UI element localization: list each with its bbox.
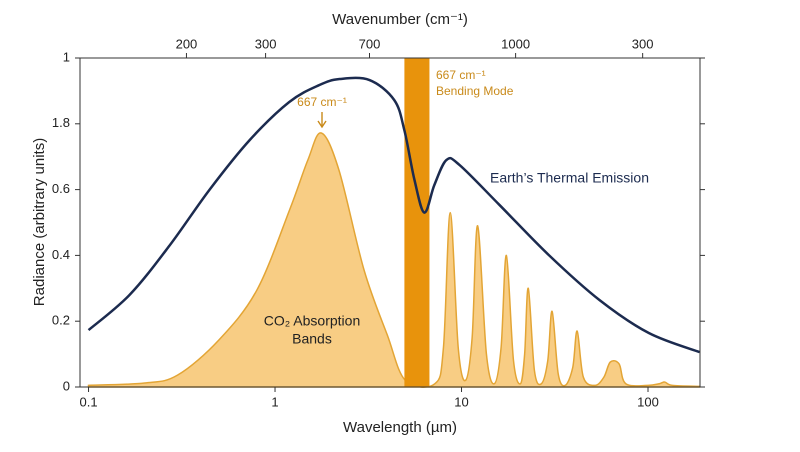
y-tick-label: 0.6 [52,181,70,196]
series-label: Bands [292,331,332,347]
y-tick-label: 1 [63,49,70,64]
annotation: 667 cm⁻¹ [436,68,486,82]
x-tick-label: 1 [271,394,278,409]
y-tick-label: 0.4 [52,247,70,262]
series-label: CO₂ Absorption [264,313,360,329]
line [87,76,701,354]
series-label: Earth’s Thermal Emission [490,170,649,186]
y-tick-label: 0 [63,378,70,393]
x-tick-label: 10 [454,394,468,409]
x2-tick-label: 200 [176,36,198,51]
x2-tick-label: 700 [359,36,381,51]
y-axis-title: Radiance (arbitrary units) [31,138,48,306]
y-tick-label: 1.8 [52,115,70,130]
plot-frame [79,57,701,388]
area [87,132,701,388]
plot-area [87,58,701,388]
x-axis-title: Wavelength (µm) [343,419,457,436]
x2-tick-label: 300 [632,36,654,51]
y-tick-label: 0.2 [52,313,70,328]
absorption-band [404,58,430,387]
x2-tick-label: 1000 [501,36,530,51]
x-tick-label: 0.1 [79,394,97,409]
annotation: 667 cm⁻¹ [297,95,347,109]
annotation: Bending Mode [436,84,514,98]
x-tick-label: 100 [637,394,659,409]
x2-tick-label: 300 [255,36,277,51]
x2-axis-title: Wavenumber (cm⁻¹) [332,11,468,28]
annotation-arrow [317,112,327,129]
